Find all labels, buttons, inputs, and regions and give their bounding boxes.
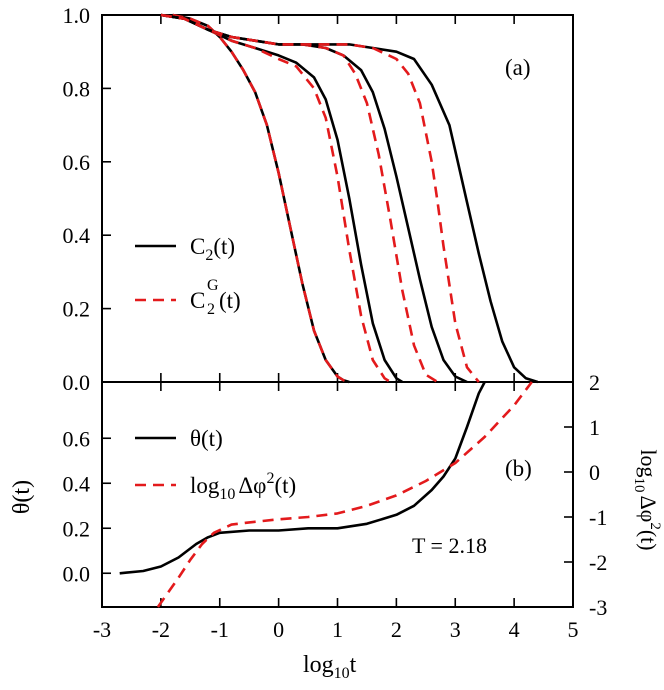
a-solid-series-6: [160, 13, 539, 384]
b-xtick-label: 4: [509, 617, 520, 642]
b-ytick-left-label: 0.2: [63, 516, 91, 541]
panel-a-label: (a): [505, 55, 531, 80]
a-dashed-series-3: [160, 13, 392, 384]
x-axis-label: log10t: [303, 652, 357, 682]
panel-a-series: [160, 13, 539, 384]
a-ytick-label: 1.0: [63, 3, 91, 28]
y-axis-label-left: θ(t): [9, 480, 35, 514]
b-theta-series: [119, 381, 486, 575]
a-ytick-label: 0.0: [63, 370, 91, 395]
b-ytick-right-label: 1: [589, 415, 600, 440]
b-ytick-left-label: 0.4: [63, 471, 91, 496]
legend-a: C2(t) C 2G(t): [135, 234, 241, 318]
legend-b-label-2: log10 Δφ2(t): [190, 470, 296, 503]
b-xtick-label: 1: [332, 617, 343, 642]
a-dashed-series-7: [160, 13, 480, 383]
panel-b-series: [119, 381, 533, 608]
panel-a-ticks: 0.0 0.2 0.4 0.6 0.8 1.0: [63, 3, 574, 395]
legend-b: θ(t) log10 Δφ2(t): [135, 426, 296, 503]
b-xtick-label: -2: [152, 617, 170, 642]
b-xtick-label: 5: [568, 617, 579, 642]
b-ytick-right-label: -3: [589, 595, 607, 620]
b-ytick-left-label: 0.6: [63, 426, 91, 451]
b-ytick-right-label: -1: [589, 505, 607, 530]
a-ytick-label: 0.6: [63, 150, 91, 175]
b-xtick-label: -3: [93, 617, 111, 642]
legend-b-label-1: θ(t): [190, 426, 223, 451]
b-ytick-right-label: 2: [589, 370, 600, 395]
b-xtick-label: 3: [450, 617, 461, 642]
panel-b-frame: [101, 381, 574, 608]
b-xtick-label: 0: [273, 617, 284, 642]
b-xtick-label: 2: [391, 617, 402, 642]
b-xtick-label: -1: [211, 617, 229, 642]
a-solid-series-0: [172, 13, 350, 384]
panel-b-label: (b): [505, 456, 532, 481]
y-axis-label-right: log10Δφ2(t): [631, 449, 663, 550]
a-ytick-label: 0.8: [63, 76, 91, 101]
b-ytick-right-label: 0: [589, 460, 600, 485]
a-dashed-series-1: [172, 13, 350, 384]
a-solid-series-2: [160, 13, 403, 384]
a-dashed-series-5: [160, 13, 439, 384]
a-ytick-label: 0.2: [63, 297, 91, 322]
temperature-annotation: T = 2.18: [412, 533, 487, 558]
panel-a-frame: [101, 14, 574, 383]
b-ytick-right-label: -2: [589, 550, 607, 575]
b-ytick-left-label: 0.0: [63, 561, 91, 586]
legend-a-label-2: C 2G(t): [190, 277, 241, 318]
legend-a-label-1: C2(t): [190, 234, 235, 264]
panel-b-ticks: 0.0 0.2 0.4 0.6 -3 -2 -1 0 1 2 -3 -2 -1 0 1 2 3 4 5: [63, 370, 608, 642]
a-ytick-label: 0.4: [63, 223, 91, 248]
